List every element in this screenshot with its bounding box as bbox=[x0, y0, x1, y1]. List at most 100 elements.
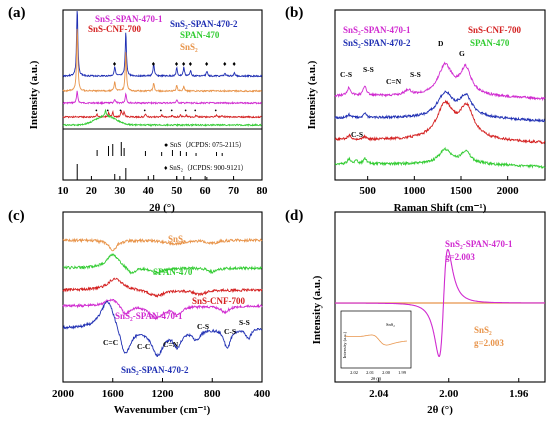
xrd-curve bbox=[62, 28, 262, 93]
xrd-curve bbox=[62, 90, 262, 106]
panel-a-xlabel: 2θ (°) bbox=[149, 202, 175, 214]
ftir-curve bbox=[63, 253, 262, 275]
xtick-label: 800 bbox=[204, 388, 221, 400]
xrd-curve bbox=[62, 10, 263, 78]
panel-c-ann-ss: S-S bbox=[239, 318, 250, 327]
panel-c-label-sns2: SnS₂ bbox=[168, 234, 186, 244]
panel-b-label: (b) bbox=[285, 5, 303, 21]
panel-a-xticks: 10 20 30 40 50 60 70 80 bbox=[58, 176, 268, 197]
inset-xticks: 2.02 2.01 2.00 1.99 bbox=[350, 370, 407, 375]
xtick-label: 1000 bbox=[403, 185, 426, 197]
panel-d-ylabel: Intensity (a.u.) bbox=[311, 275, 323, 344]
panel-b-ylabel: Intensity (a.u.) bbox=[306, 60, 318, 129]
xrd-peak-marker: • bbox=[95, 107, 98, 115]
xtick-label: 2000 bbox=[52, 388, 75, 400]
panel-d-label: (d) bbox=[285, 208, 303, 224]
panel-b-ann-ss2: S-S bbox=[410, 70, 421, 79]
panel-a-ref-sns: ● SnS（JCPDS: 075-2115） bbox=[164, 141, 246, 149]
xrd-peak-marker: • bbox=[170, 107, 173, 115]
xtick-label: 40 bbox=[143, 185, 155, 197]
inset-ylabel: Intensity (a.u.) bbox=[342, 331, 347, 358]
panel-b-legend-470-2: SnS₂-SPAN-470-2 bbox=[343, 38, 411, 48]
xrd-peak-marker: ♦ bbox=[189, 60, 193, 68]
panel-c-ann-c-c: C-C bbox=[137, 342, 150, 351]
panel-d-g-sns2: g=2.003 bbox=[474, 338, 504, 348]
xtick-label: 2.00 bbox=[439, 388, 459, 400]
inset-label: SnS₂ bbox=[386, 322, 395, 327]
xrd-curve bbox=[62, 109, 262, 119]
xtick-label: 60 bbox=[200, 185, 212, 197]
panel-b-legend-470-1: SnS₂-SPAN-470-1 bbox=[343, 25, 411, 35]
xrd-curve bbox=[62, 108, 262, 128]
ftir-curve bbox=[62, 300, 263, 357]
panel-a-legend-span: SPAN-470 bbox=[180, 30, 220, 40]
panel-c-label-span: SPAN-470 bbox=[153, 267, 193, 277]
xtick-label: 30 bbox=[114, 185, 126, 197]
raman-curve bbox=[334, 146, 546, 169]
xtick-label: 2000 bbox=[497, 185, 520, 197]
inset-sns2-curve bbox=[345, 334, 408, 346]
xrd-peak-marker: ♦ bbox=[175, 60, 179, 68]
xrd-peak-marker: • bbox=[215, 107, 218, 115]
panel-b-ann-cn: C=N bbox=[386, 77, 402, 86]
panel-c: (c) 2000 1600 1200 800 400 Wavenumber (cm⁻¹)… bbox=[8, 208, 271, 416]
panel-d: (d) 2.04 2.00 1.96 Intensity (a.u.) 2θ (°)… bbox=[285, 208, 546, 416]
panel-b-ann-g: G bbox=[459, 49, 465, 58]
panel-a-ref-sns2: ♦ SnS₂（JCPDS: 900-9121） bbox=[164, 164, 248, 172]
inset-frame bbox=[340, 310, 412, 369]
epr-470-1-curve bbox=[335, 249, 545, 357]
xtick-label: 50 bbox=[171, 185, 183, 197]
xrd-peak-marker: • bbox=[106, 107, 109, 115]
raman-curve bbox=[334, 99, 545, 145]
xrd-peak-marker: ♦ bbox=[152, 60, 156, 68]
panel-b-legend-cnf: SnS-CNF-700 bbox=[468, 25, 522, 35]
panel-a-curves: ♦ ♦ ♦ ♦ ♦ ♦ ♦ ♦• • • • • • • • • bbox=[62, 10, 263, 180]
panel-b-xlabel: Raman Shift (cm⁻¹) bbox=[394, 202, 487, 214]
panel-d-inset: SnS₂ Intensity (a.u.) 2θ (°) 2.02 2.01 2.0… bbox=[340, 310, 412, 381]
xrd-peak-marker: • bbox=[160, 107, 163, 115]
panel-b-legend-span: SPAN-470 bbox=[470, 38, 510, 48]
xrd-peak-marker: ♦ bbox=[232, 60, 236, 68]
panel-b-ann-cs: C-S bbox=[340, 70, 352, 79]
inset-xtick-label: 2.01 bbox=[366, 370, 374, 375]
panel-c-label-470-2: SnS₂-SPAN-470-2 bbox=[121, 365, 189, 375]
panel-a-legend-470-2: SnS₂-SPAN-470-2 bbox=[170, 19, 238, 29]
xtick-label: 70 bbox=[228, 185, 240, 197]
panel-c-label: (c) bbox=[8, 208, 25, 224]
xrd-peak-marker: • bbox=[184, 107, 187, 115]
panel-d-label-470-1: SnS₂-SPAN-470-1 bbox=[445, 239, 513, 249]
panel-a-ylabel: Intensity (a.u.) bbox=[28, 60, 40, 129]
xrd-peak-marker: • bbox=[143, 107, 146, 115]
xrd-peak-marker: ♦ bbox=[182, 60, 186, 68]
inset-xlabel: 2θ (°) bbox=[371, 376, 382, 381]
panel-d-label-sns2: SnS₂ bbox=[474, 325, 492, 335]
panel-c-ann-cn: C=N bbox=[163, 340, 179, 349]
xrd-peak-marker: ♦ bbox=[223, 60, 227, 68]
panel-c-curves bbox=[62, 237, 263, 357]
panel-b-ann-d: D bbox=[438, 39, 444, 48]
panel-a-legend-sns2: SnS₂ bbox=[180, 42, 198, 52]
panel-b-xticks: 500 1000 1500 2000 bbox=[359, 176, 519, 197]
ftir-curve bbox=[62, 298, 263, 321]
inset-xtick-label: 2.00 bbox=[382, 370, 391, 375]
panel-d-frame bbox=[334, 211, 546, 383]
panel-d-xlabel: 2θ (°) bbox=[427, 404, 453, 416]
xtick-label: 10 bbox=[58, 185, 70, 197]
xtick-label: 2.04 bbox=[369, 388, 389, 400]
panel-c-xticks: 2000 1600 1200 800 400 bbox=[52, 378, 271, 400]
panel-a-frame bbox=[62, 9, 263, 181]
panel-a: (a) ♦ ♦ ♦ ♦ ♦ ♦ ♦ ♦• • • • • • • • • 10 20 30 40 50 60 70 80 I… bbox=[8, 5, 268, 214]
xrd-peak-marker: ♦ bbox=[205, 60, 209, 68]
xrd-peak-marker: ♦ bbox=[113, 60, 117, 68]
xtick-label: 1500 bbox=[450, 185, 473, 197]
panel-a-legend-470-1: SnS₂-SPAN-470-1 bbox=[95, 14, 163, 24]
panel-b-ann-ss: S-S bbox=[363, 65, 374, 74]
panel-b-frame bbox=[334, 9, 546, 181]
panel-c-label-470-1: SnS₂-SPAN-470-1 bbox=[115, 311, 183, 321]
panel-d-xticks: 2.04 2.00 1.96 bbox=[369, 378, 529, 400]
panel-b-ann-cs2: C-S bbox=[351, 130, 363, 139]
panel-c-ann-cs: C-S bbox=[197, 322, 209, 331]
panel-c-ann-cc: C=C bbox=[103, 338, 118, 347]
raman-curve bbox=[334, 90, 546, 123]
